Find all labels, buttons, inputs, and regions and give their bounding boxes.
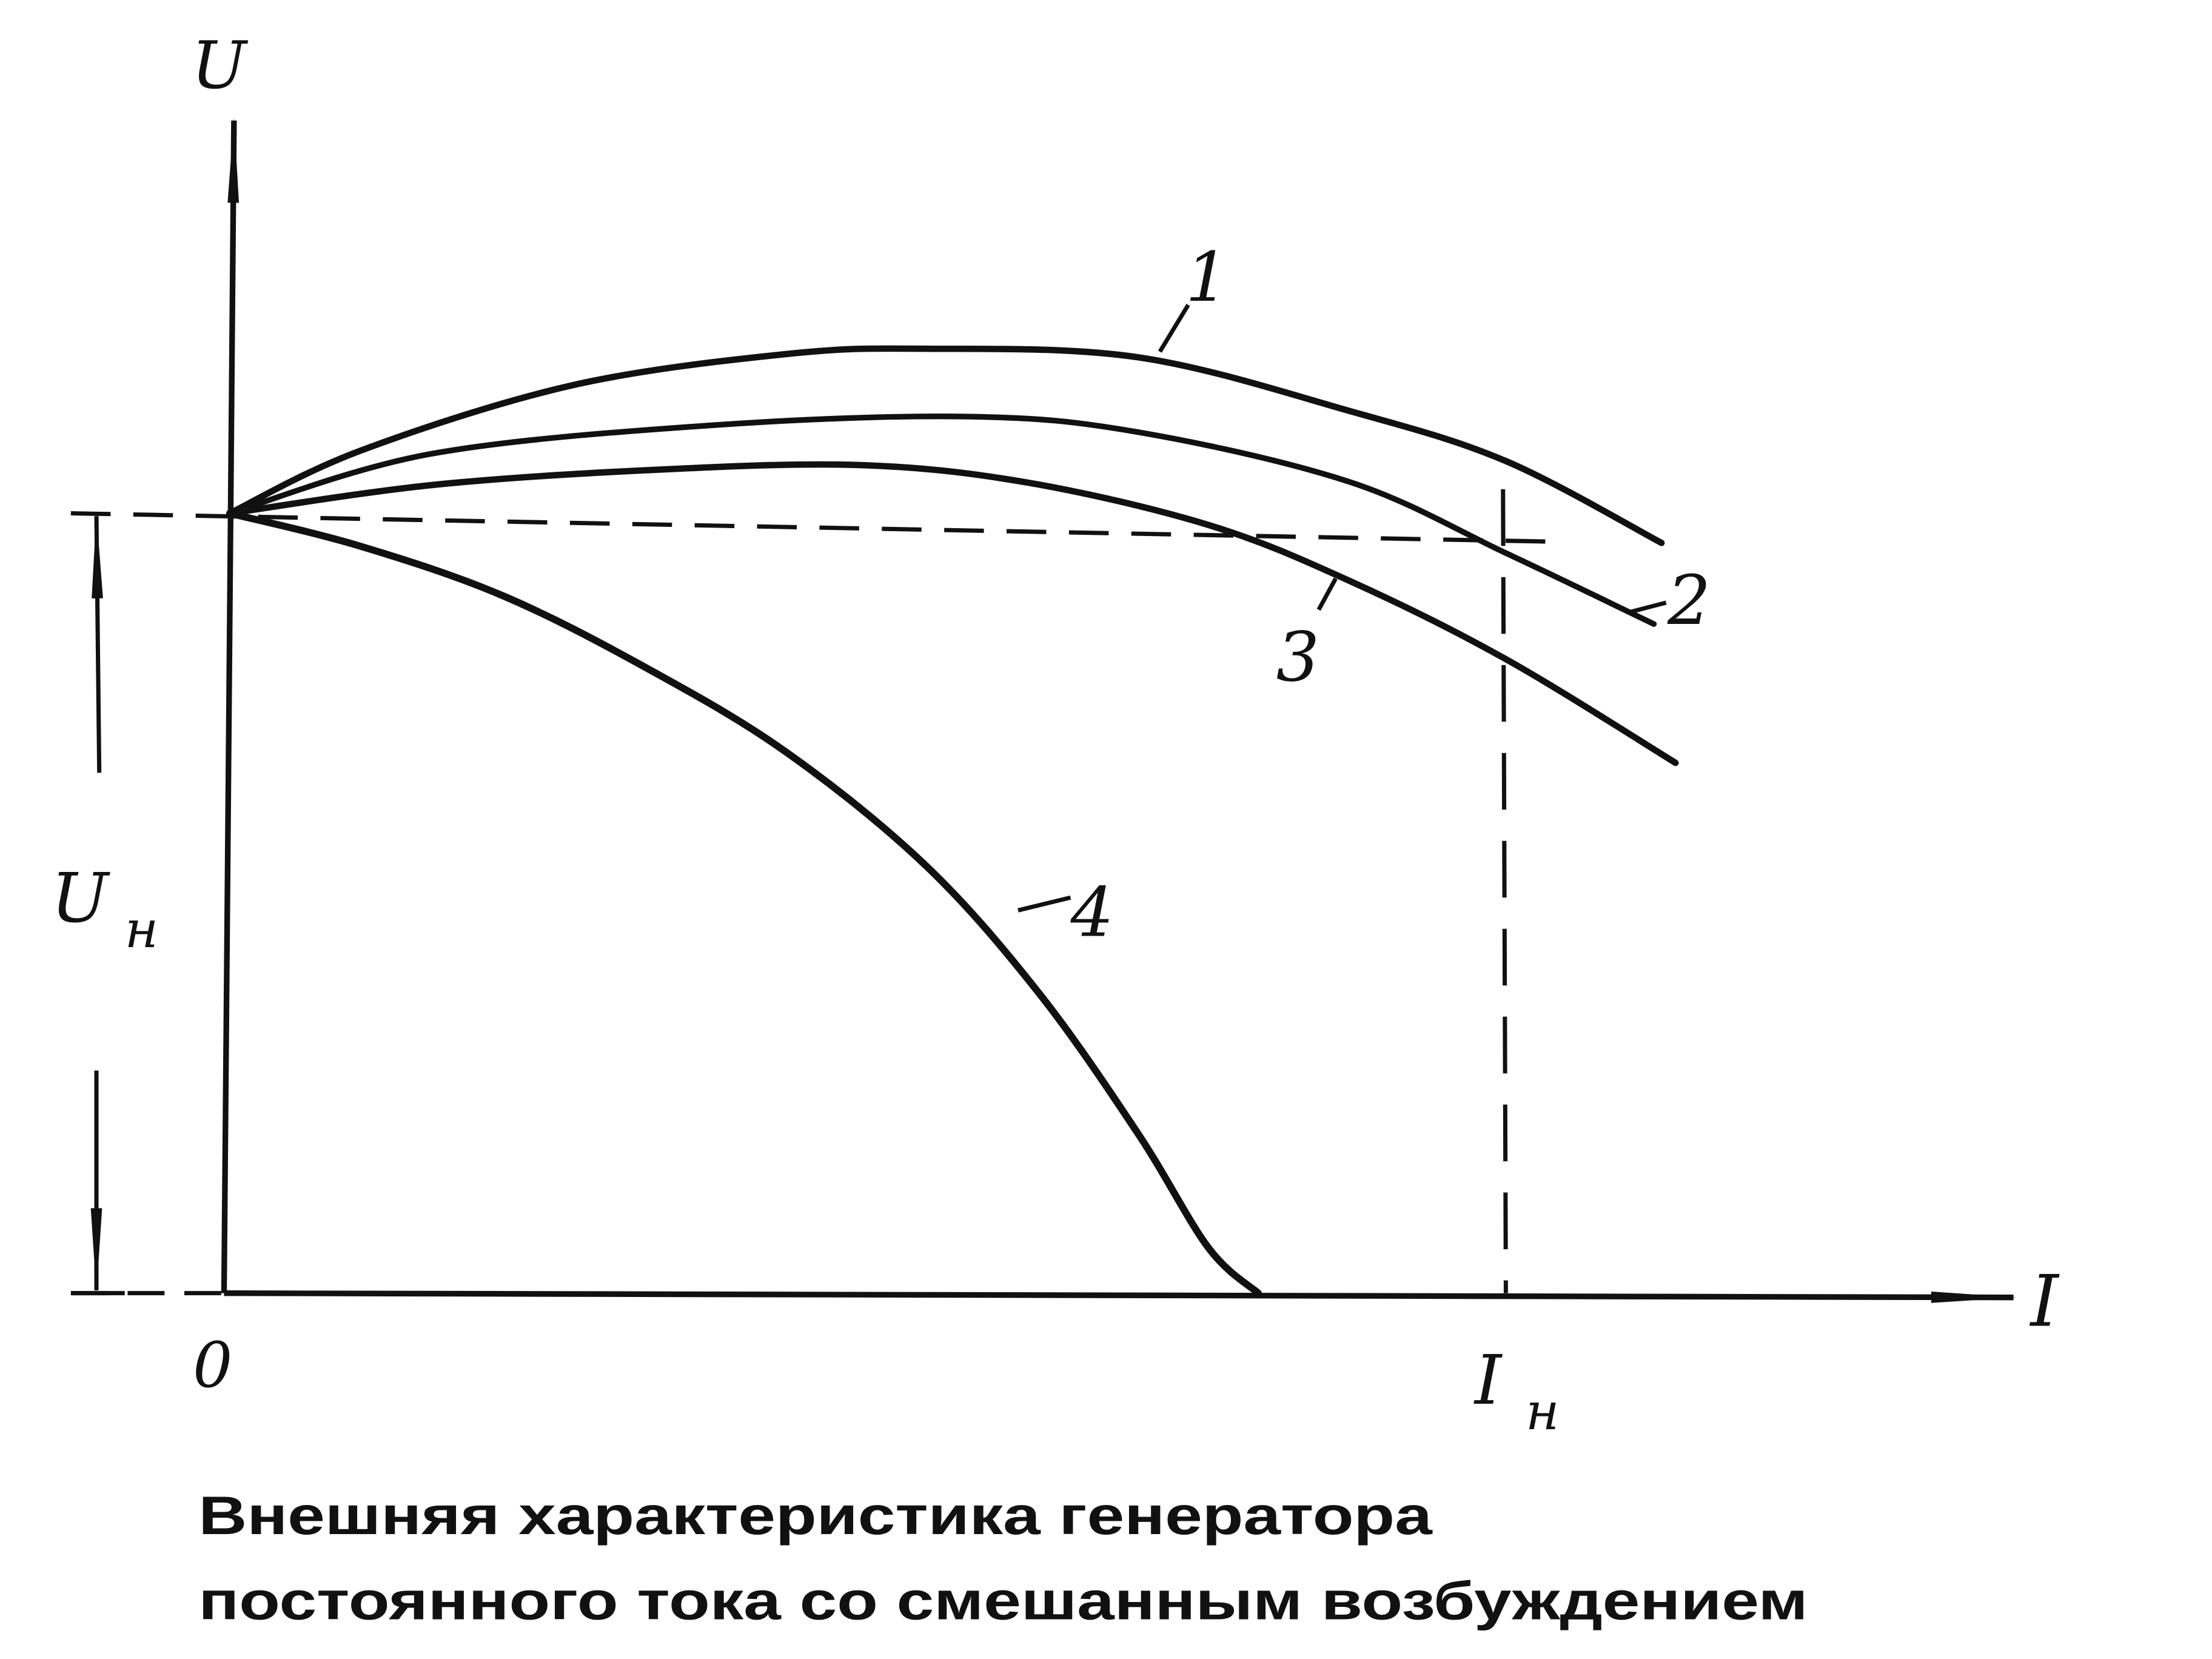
curve-3-label: 3 bbox=[1276, 618, 1319, 697]
curve-3-leader bbox=[1316, 577, 1338, 611]
curve-1-leader bbox=[1158, 303, 1190, 353]
y-axis-label: U bbox=[192, 28, 249, 104]
rated-voltage-subscript: н bbox=[125, 900, 158, 959]
rated-current-label: I bbox=[1473, 1341, 1503, 1420]
curve-4-leader bbox=[1017, 895, 1071, 913]
rated-voltage-label: U bbox=[51, 859, 110, 938]
caption-line-2: постоянного тока со смешанным возбуждени… bbox=[198, 1571, 1808, 1631]
y-axis bbox=[221, 118, 240, 1293]
origin-label: 0 bbox=[193, 1329, 232, 1402]
curve-2-label: 2 bbox=[1667, 561, 1711, 640]
curve-4-label: 4 bbox=[1070, 873, 1114, 952]
rated-current-subscript: н bbox=[1526, 1382, 1559, 1441]
x-axis bbox=[224, 1290, 2017, 1303]
curve-1-label: 1 bbox=[1185, 238, 1228, 317]
rated-voltage-arrow-upper bbox=[92, 513, 103, 773]
curve-2 bbox=[227, 413, 1657, 627]
x-axis-label: I bbox=[2029, 1259, 2060, 1342]
rated-current-dashed-line bbox=[1501, 489, 1508, 1293]
curve-4 bbox=[226, 509, 1262, 1297]
curve-3 bbox=[226, 461, 1679, 766]
curve-2-leader bbox=[1627, 600, 1667, 615]
curve-1 bbox=[226, 345, 1665, 546]
caption-line-1: Внешняя характеристика генератора bbox=[198, 1486, 1432, 1546]
